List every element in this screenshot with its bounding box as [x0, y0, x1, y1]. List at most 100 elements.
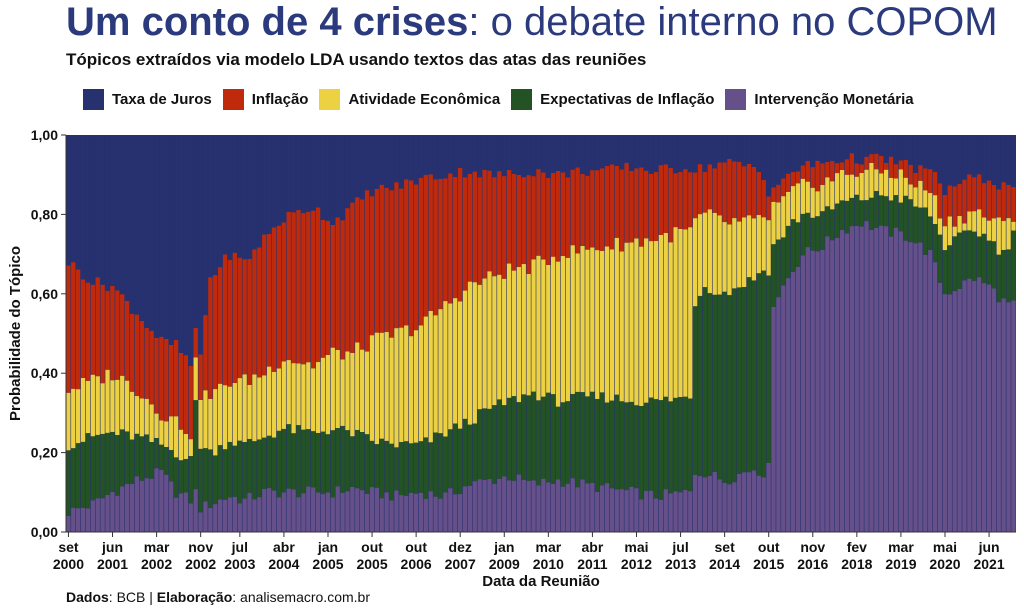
- bar-segment: [1011, 187, 1016, 222]
- bar-segment: [972, 280, 977, 532]
- bar-stack: [536, 135, 541, 532]
- bar-segment: [678, 135, 683, 172]
- bar-segment: [213, 135, 218, 276]
- bar-segment: [511, 173, 517, 271]
- bar-segment: [90, 500, 95, 532]
- bar-segment: [350, 486, 355, 532]
- bar-segment: [844, 135, 850, 160]
- legend-item-atividade-economica: Atividade Econômica: [319, 89, 500, 110]
- bar-stack: [565, 135, 570, 532]
- bar-segment: [560, 486, 566, 532]
- bar-segment: [805, 181, 810, 213]
- bar-segment: [864, 135, 869, 157]
- bar-segment: [154, 135, 159, 338]
- bar-segment: [306, 429, 311, 487]
- bar-segment: [159, 444, 164, 470]
- bar-stack: [864, 135, 869, 533]
- bar-segment: [257, 497, 262, 532]
- bar-segment: [820, 211, 825, 250]
- bar-segment: [825, 177, 830, 207]
- bar-segment: [1011, 230, 1016, 301]
- bar-segment: [604, 135, 610, 166]
- bar-segment: [124, 300, 130, 381]
- bar-segment: [531, 135, 536, 177]
- bar-segment: [541, 172, 546, 260]
- bar-stack: [575, 135, 580, 532]
- bar-segment: [815, 251, 820, 532]
- x-tick-label: 2001: [97, 556, 128, 572]
- bar-segment: [85, 282, 91, 381]
- bar-segment: [296, 135, 301, 211]
- bar-segment: [232, 382, 237, 446]
- bar-stack: [810, 135, 815, 532]
- bar-stack: [266, 135, 272, 532]
- bar-segment: [790, 186, 796, 220]
- bar-segment: [281, 492, 286, 532]
- bar-segment: [595, 135, 600, 171]
- bar-segment: [423, 316, 428, 438]
- bar-segment: [276, 225, 282, 369]
- bar-stack: [972, 135, 977, 532]
- bar-segment: [506, 135, 512, 170]
- x-tick-label: 2018: [841, 556, 872, 572]
- bar-stack: [497, 135, 502, 532]
- bar-segment: [75, 389, 81, 444]
- bar-segment: [996, 217, 1001, 255]
- bar-stack: [712, 135, 717, 532]
- bar-segment: [85, 508, 91, 532]
- bar-segment: [727, 158, 732, 225]
- bar-segment: [394, 135, 399, 183]
- x-tick-label: jul: [231, 539, 248, 555]
- bar-segment: [781, 178, 786, 197]
- bar-segment: [120, 429, 125, 487]
- bar-stack: [129, 135, 135, 532]
- bar-segment: [262, 135, 267, 235]
- bar-segment: [521, 394, 526, 480]
- bar-segment: [462, 135, 468, 178]
- bar-segment: [340, 135, 345, 221]
- bar-segment: [423, 174, 428, 317]
- bar-stack: [178, 135, 184, 532]
- bar-segment: [320, 357, 326, 432]
- bar-segment: [164, 339, 169, 422]
- bar-segment: [237, 257, 242, 379]
- bar-segment: [820, 249, 825, 533]
- bar-segment: [438, 309, 443, 434]
- bar-stack: [756, 135, 761, 532]
- bar-segment: [335, 428, 340, 487]
- bar-segment: [169, 449, 174, 482]
- bar-segment: [942, 135, 948, 195]
- bar-segment: [360, 349, 365, 432]
- bar-segment: [644, 170, 649, 239]
- bar-segment: [169, 481, 174, 532]
- bar-segment: [516, 474, 522, 532]
- bar-segment: [389, 337, 394, 444]
- bar-segment: [741, 472, 747, 532]
- bar-segment: [986, 240, 992, 285]
- bar-segment: [874, 135, 879, 154]
- bar-segment: [653, 399, 659, 499]
- bar-segment: [531, 259, 536, 392]
- bar-segment: [570, 169, 575, 246]
- bar-segment: [604, 402, 610, 484]
- bar-segment: [565, 177, 570, 258]
- bar-segment: [604, 246, 610, 403]
- bar-segment: [178, 460, 184, 494]
- bar-segment: [134, 396, 140, 434]
- bar-segment: [247, 135, 252, 259]
- bar-segment: [330, 430, 335, 498]
- bar-segment: [668, 401, 673, 494]
- bar-segment: [996, 302, 1001, 532]
- bar-segment: [888, 177, 894, 201]
- bar-segment: [707, 209, 712, 294]
- bar-segment: [653, 135, 659, 173]
- bar-segment: [315, 135, 321, 208]
- x-tick-label: 2000: [53, 556, 84, 572]
- bar-segment: [565, 401, 570, 484]
- bar-segment: [448, 303, 453, 430]
- bar-segment: [467, 135, 473, 174]
- legend-label-intervencao-monetaria: Intervenção Monetária: [754, 91, 914, 108]
- bar-segment: [296, 210, 301, 364]
- bar-segment: [257, 247, 262, 378]
- bar-segment: [575, 487, 580, 532]
